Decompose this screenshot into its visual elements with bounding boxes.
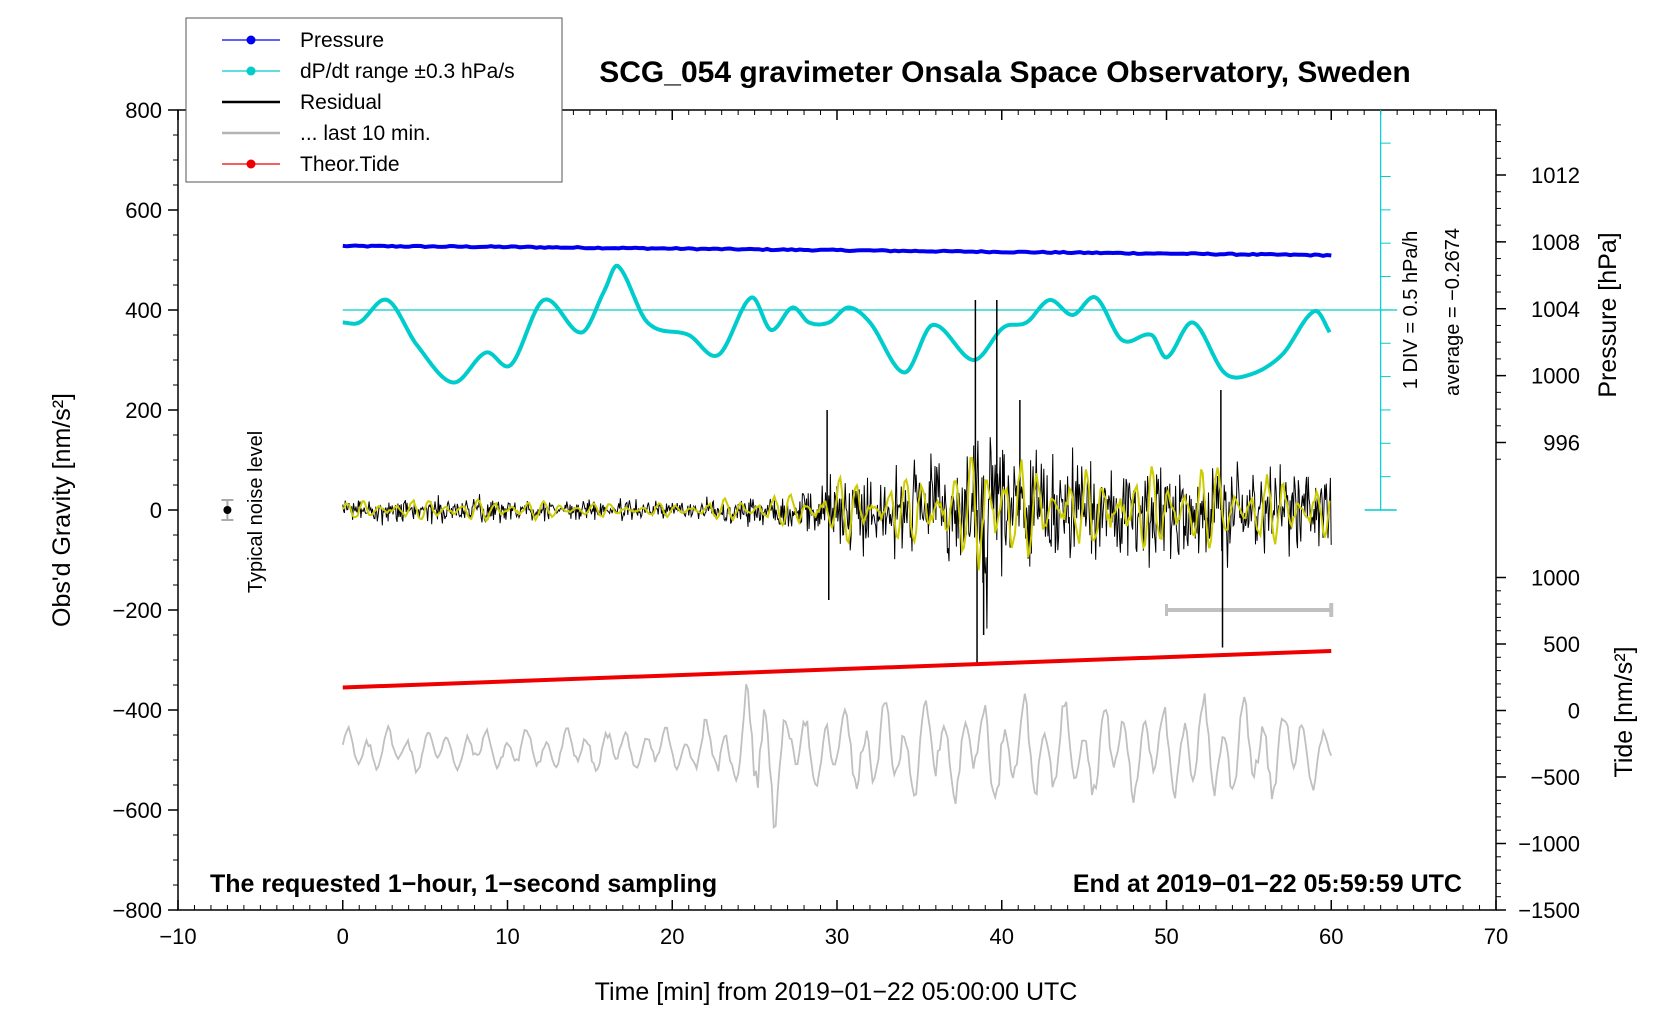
y-axis-label-tide: Tide [nm/s²] (1610, 646, 1638, 777)
x-tick-label: 30 (825, 924, 849, 949)
y-axis-label-pressure: Pressure [hPa] (1594, 232, 1622, 397)
tide-tick-labels: 1000 500 0 −500 −1000 −1500 (1518, 566, 1580, 924)
pressure-tick-label: 996 (1543, 431, 1580, 456)
average-label: average = −0.2674 (1442, 228, 1464, 396)
tide-tick-label: 500 (1543, 632, 1580, 657)
residual-line (342, 437, 1332, 629)
tide-line (342, 649, 1332, 690)
div-scale-group (1364, 110, 1397, 511)
x-tick-label: 10 (495, 924, 519, 949)
legend-swatch-dot (246, 35, 256, 45)
residual-filtered-line (342, 456, 1331, 571)
pressure-tick-labels: 1012 1008 1004 1000 996 (1531, 163, 1580, 456)
y-tick-label: −400 (112, 698, 162, 723)
legend-label: Pressure (300, 29, 384, 52)
legend-swatch-dot (246, 66, 256, 76)
pressure-series-group (342, 243, 1332, 258)
tide-tick-label: −1500 (1518, 898, 1580, 923)
x-tick-label: 40 (990, 924, 1014, 949)
x-tick-label: 20 (660, 924, 684, 949)
y-tick-labels: 800 600 400 200 0 −200 −400 −600 −800 (112, 98, 162, 923)
pressure-tick-label: 1004 (1531, 297, 1580, 322)
tide-tick-label: 0 (1568, 699, 1580, 724)
residual-series-group (342, 300, 1332, 663)
tick-marks (168, 109, 1506, 911)
x-tick-label: 50 (1154, 924, 1178, 949)
x-tick-label: 70 (1484, 924, 1508, 949)
legend-swatch-dot (246, 159, 256, 169)
x-tick-label: 0 (337, 924, 349, 949)
legend-label: Residual (300, 91, 382, 114)
y-tick-label: −800 (112, 898, 162, 923)
x-tick-label: −10 (159, 924, 196, 949)
last10-trace (341, 684, 1333, 829)
last10-series-group (341, 603, 1334, 829)
noise-point (223, 506, 232, 514)
tide-tick-label: −500 (1530, 765, 1580, 790)
legend-items: Pressure dP/dt range ±0.3 hPa/s Residual..… (222, 29, 515, 176)
dpdt-series-group (342, 263, 1398, 385)
y-tick-label: −600 (112, 798, 162, 823)
legend-label: Theor.Tide (300, 153, 400, 176)
legend-label: dP/dt range ±0.3 hPa/s (300, 60, 515, 83)
div-label: 1 DIV = 0.5 hPa/h (1400, 231, 1422, 389)
pressure-tick-label: 1012 (1531, 163, 1580, 188)
sampling-note: The requested 1−hour, 1−second sampling (210, 870, 717, 898)
legend-box (185, 17, 563, 183)
x-axis-label: Time [min] from 2019−01−22 05:00:00 UTC (595, 978, 1078, 1006)
pressure-tick-label: 1000 (1531, 364, 1580, 389)
chart-title: SCG_054 gravimeter Onsala Space Observat… (599, 56, 1411, 89)
y-tick-label: 200 (125, 398, 162, 423)
end-note: End at 2019−01−22 05:59:59 UTC (1073, 870, 1462, 898)
y-tick-label: 400 (125, 298, 162, 323)
y-tick-label: −200 (112, 598, 162, 623)
y-tick-label: 0 (150, 498, 162, 523)
y-tick-label: 600 (125, 198, 162, 223)
tide-series-group (342, 649, 1332, 690)
tide-tick-label: 1000 (1531, 566, 1580, 591)
legend-label: ... last 10 min. (300, 122, 431, 145)
pressure-tick-label: 1008 (1531, 230, 1580, 255)
noise-marker-group (221, 499, 234, 521)
pressure-line (342, 243, 1332, 258)
x-tick-label: 60 (1319, 924, 1343, 949)
dpdt-line (342, 263, 1332, 385)
y-tick-label: 800 (125, 98, 162, 123)
noise-label: Typical noise level (245, 431, 267, 593)
legend: Pressure dP/dt range ±0.3 hPa/s Residual..… (185, 17, 563, 183)
x-tick-labels: −10 0 10 20 30 40 50 60 70 (159, 924, 1508, 949)
y-axis-label-left: Obs'd Gravity [nm/s²] (48, 393, 76, 627)
tide-tick-label: −1000 (1518, 832, 1580, 857)
